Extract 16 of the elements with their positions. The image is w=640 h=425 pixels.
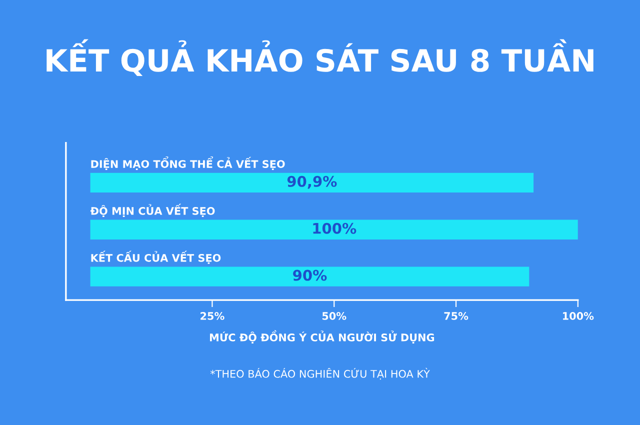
x-tick-label: 50% (322, 312, 346, 320)
data-label: 90% (293, 270, 327, 281)
text: *THEO BÁO CÁO NGHIÊN CỨU TẠI HOA KỲ (210, 368, 430, 380)
y-tick-label: DIỆN MẠO TỔNG THỂ CẢ VẾT SẸO (91, 156, 285, 170)
bar (90, 172, 534, 193)
x-tick-label: 25% (200, 312, 224, 320)
x-tick-label: 75% (444, 312, 468, 320)
y-tick-label: ĐỘ MỊN CỦA VẾT SẸO (90, 204, 215, 217)
y-tick-label: KẾT CẤU CỦA VẾT SẸO (91, 250, 221, 264)
x-tick-label: 100% (563, 312, 594, 320)
bar (90, 220, 578, 240)
x-axis-title: MỨC ĐỘ ĐỒNG Ý CỦA NGƯỜI SỬ DỤNG (210, 330, 434, 344)
data-label: 90,9% (287, 176, 337, 189)
data-label: 100% (313, 222, 356, 234)
bar (90, 266, 530, 286)
chart-title: KẾT QUẢ KHẢO SÁT SAU 8 TUẦN (46, 39, 594, 76)
